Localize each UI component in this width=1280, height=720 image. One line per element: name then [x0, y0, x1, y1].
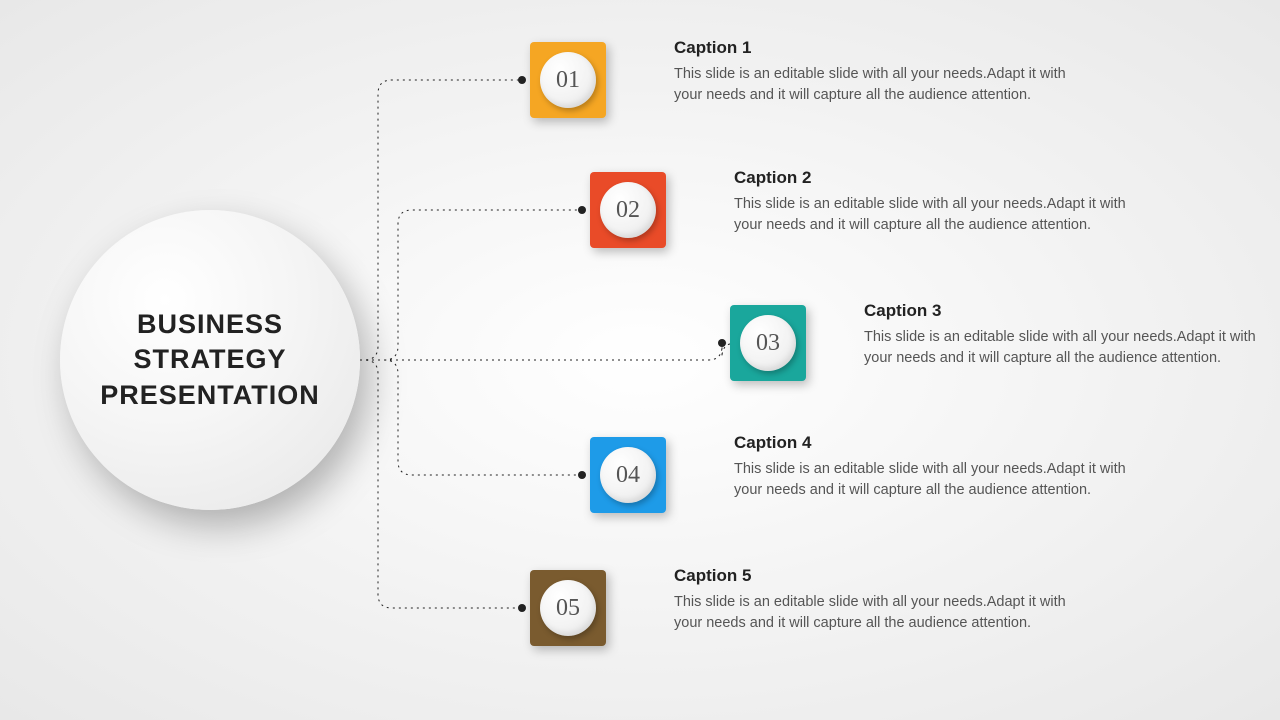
slide-stage: { "background": { "center_color": "#ffff… — [0, 0, 1280, 720]
node-caption-2: Caption 2 — [734, 168, 1154, 188]
node-body-5: This slide is an editable slide with all… — [674, 592, 1094, 634]
node-number-5: 05 — [540, 580, 596, 636]
node-body-4: This slide is an editable slide with all… — [734, 459, 1154, 501]
node-caption-3: Caption 3 — [864, 301, 1280, 321]
node-text-1: Caption 1 This slide is an editable slide… — [674, 38, 1094, 106]
node-text-2: Caption 2 This slide is an editable slide… — [734, 168, 1154, 236]
node-text-4: Caption 4 This slide is an editable slide… — [734, 433, 1154, 501]
main-circle: BUSINESS STRATEGY PRESENTATION — [60, 210, 360, 510]
node-body-2: This slide is an editable slide with all… — [734, 194, 1154, 236]
node-box-2: 02 — [590, 172, 666, 248]
node-box-4: 04 — [590, 437, 666, 513]
node-body-3: This slide is an editable slide with all… — [864, 327, 1280, 369]
node-number-4: 04 — [600, 447, 656, 503]
node-text-5: Caption 5 This slide is an editable slide… — [674, 566, 1094, 634]
node-box-5: 05 — [530, 570, 606, 646]
node-box-1: 01 — [530, 42, 606, 118]
main-title: BUSINESS STRATEGY PRESENTATION — [100, 307, 320, 412]
node-number-2: 02 — [600, 182, 656, 238]
node-caption-1: Caption 1 — [674, 38, 1094, 58]
node-number-3: 03 — [740, 315, 796, 371]
node-caption-5: Caption 5 — [674, 566, 1094, 586]
node-box-3: 03 — [730, 305, 806, 381]
node-caption-4: Caption 4 — [734, 433, 1154, 453]
node-body-1: This slide is an editable slide with all… — [674, 64, 1094, 106]
node-number-1: 01 — [540, 52, 596, 108]
node-text-3: Caption 3 This slide is an editable slide… — [864, 301, 1280, 369]
